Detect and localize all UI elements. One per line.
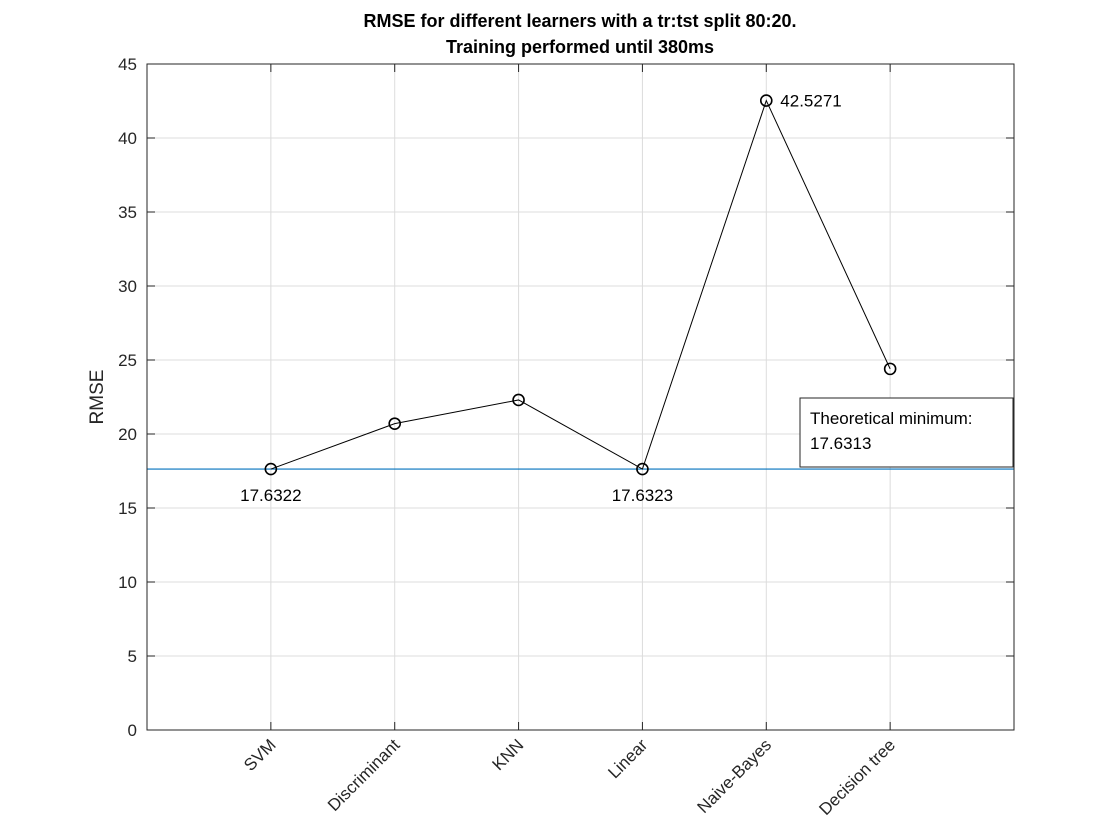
plot-area <box>147 64 1014 730</box>
data-point-linear <box>636 462 649 476</box>
y-tick-labels: 0 5 10 15 20 25 30 35 40 45 <box>118 55 137 740</box>
y-tick-label: 30 <box>118 277 137 296</box>
y-tick-label: 40 <box>118 129 137 148</box>
y-tick-label: 10 <box>118 573 137 592</box>
series-layer <box>264 94 897 476</box>
series-line <box>270 99 891 470</box>
data-label: 42.5271 <box>780 92 841 111</box>
y-tick-label: 15 <box>118 499 137 518</box>
y-tick-label: 45 <box>118 55 137 74</box>
theoretical-minimum-annotation: Theoretical minimum: 17.6313 <box>799 397 1014 468</box>
data-label: 17.6322 <box>240 486 301 505</box>
annotation-line-1: Theoretical minimum: <box>810 409 973 428</box>
data-labels: 17.6322 17.6323 42.5271 <box>240 92 842 505</box>
data-point-discriminant <box>388 417 402 430</box>
y-axis-label: RMSE <box>87 370 108 425</box>
data-label: 17.6323 <box>612 486 673 505</box>
y-tick-label: 0 <box>128 721 137 740</box>
data-point-knn <box>512 393 525 407</box>
annotation-box <box>799 397 1014 468</box>
y-tick-label: 35 <box>118 203 137 222</box>
y-tick-label: 20 <box>118 425 137 444</box>
annotation-line-2: 17.6313 <box>810 434 871 453</box>
axes-box <box>146 63 1015 731</box>
data-point-decision-tree <box>883 362 897 376</box>
y-tick-label: 5 <box>128 647 137 666</box>
data-point-svm <box>264 462 278 476</box>
chart-title-line-2: Training performed until 380ms <box>446 37 714 57</box>
y-tick-label: 25 <box>118 351 137 370</box>
chart-title-line-1: RMSE for different learners with a tr:ts… <box>363 11 796 31</box>
data-point-naive-bayes <box>759 94 773 107</box>
